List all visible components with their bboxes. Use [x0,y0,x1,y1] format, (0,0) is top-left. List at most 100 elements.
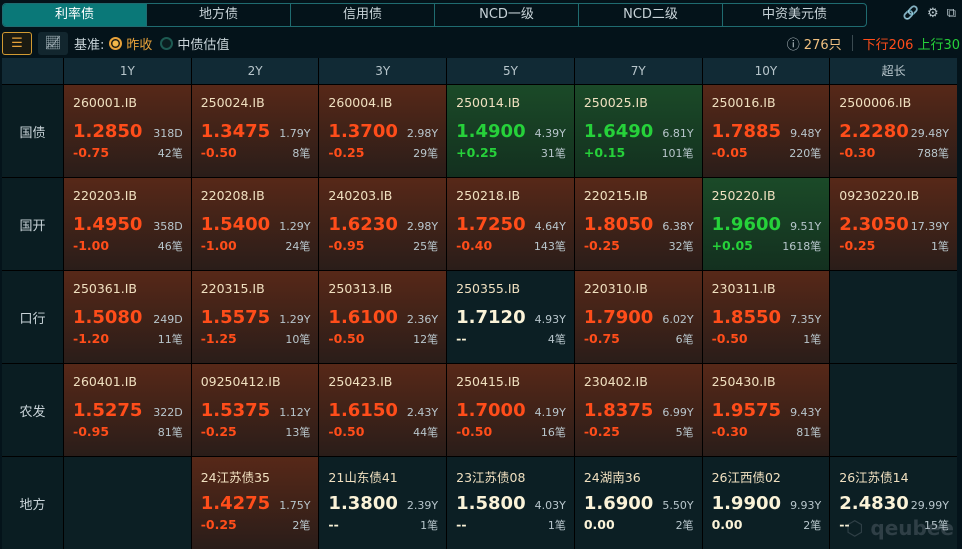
bond-cell[interactable]: 250016.IB 1.7885 9.48Y -0.05 220笔 [702,85,830,177]
tab-5[interactable]: 中资美元债 [761,7,827,22]
bond-change: +0.05 [711,238,753,253]
bond-cell[interactable]: 260004.IB 1.3700 2.98Y -0.25 29笔 [319,85,447,177]
bond-cell[interactable]: 250355.IB 1.7120 4.93Y -- 4笔 [447,271,574,363]
bond-cell[interactable]: 250313.IB 1.6100 2.36Y -0.50 12笔 [319,271,447,363]
row-label: 口行 [2,271,63,363]
trade-count: 1笔 [931,240,949,253]
bond-term: 29.99Y [910,499,949,512]
tab-1[interactable]: 地方债 [147,4,291,26]
yield-row: 1.6490 6.81Y [584,121,694,142]
bond-code: 250361.IB [73,281,137,296]
bond-cell[interactable]: 250025.IB 1.6490 6.81Y +0.15 101笔 [574,85,702,177]
bond-cell[interactable]: 250423.IB 1.6150 2.43Y -0.50 44笔 [319,364,447,456]
bond-cell[interactable]: 220215.IB 1.8050 6.38Y -0.25 32笔 [574,178,702,270]
bond-cell[interactable]: 21山东债41 1.3800 2.39Y -- 1笔 [319,457,447,549]
bond-term: 322D [153,406,183,419]
column-header[interactable]: 10Y [702,58,830,84]
link-icon[interactable]: 🔗 [902,6,920,21]
bond-cell[interactable]: 230311.IB 1.8550 7.35Y -0.50 1笔 [702,271,830,363]
bond-change: -0.75 [583,331,620,346]
bond-change: -0.50 [456,424,493,439]
bond-cell[interactable]: 2500006.IB 2.2280 29.48Y -0.30 788笔 [830,85,957,177]
column-header[interactable]: 5Y [447,58,574,84]
bond-change: -0.25 [200,517,237,532]
bond-cell[interactable]: 09230220.IB 2.3050 17.39Y -0.25 1笔 [830,178,957,270]
yield-row: 1.5575 1.29Y [201,307,311,328]
trade-count: 44笔 [413,426,439,439]
tab-2[interactable]: 信用债 [291,4,435,26]
bond-cell[interactable]: 240203.IB 1.6230 2.98Y -0.95 25笔 [319,178,447,270]
bond-cell[interactable]: 230402.IB 1.8375 6.99Y -0.25 5笔 [574,364,702,456]
yield-row: 1.9575 9.43Y [712,400,822,421]
bond-cell[interactable]: 24江苏债35 1.4275 1.75Y -0.25 2笔 [191,457,319,549]
list-icon: ☰ [11,35,23,51]
yield-row: 1.8550 7.35Y [712,307,822,328]
bond-change: -0.25 [200,424,237,439]
tab-4[interactable]: NCD二级 [579,4,723,26]
bond-cell[interactable]: 220208.IB 1.5400 1.29Y -1.00 24笔 [191,178,319,270]
bond-term: 249D [153,313,183,326]
list-view-button[interactable]: ☰ [2,31,32,55]
bond-change: -0.25 [583,238,620,253]
bond-cell[interactable]: 250415.IB 1.7000 4.19Y -0.50 16笔 [447,364,574,456]
bond-term: 29.48Y [910,127,949,140]
bond-cell[interactable]: 24湖南36 1.6900 5.50Y 0.00 2笔 [574,457,702,549]
bond-yield: 1.6230 [328,214,398,235]
category-tabs: 利率债 地方债 信用债 NCD一级 NCD二级 中资美元债 [2,3,867,27]
bond-cell[interactable]: 220310.IB 1.7900 6.02Y -0.75 6笔 [574,271,702,363]
bond-cell[interactable]: 23江苏债08 1.5800 4.03Y -- 1笔 [447,457,574,549]
bond-cell[interactable]: 26江苏债14 2.4830 29.99Y -- 15笔 [830,457,957,549]
radio-label: 昨收 [126,37,153,53]
external-open-icon[interactable]: ⧉ [946,6,956,21]
yield-row: 1.7250 4.64Y [456,214,566,235]
change-row: -0.50 12笔 [328,331,438,347]
trade-count: 15笔 [924,519,949,532]
radio-valuation[interactable]: 中债估值 [160,34,229,53]
bond-cell[interactable]: 220315.IB 1.5575 1.29Y -1.25 10笔 [191,271,319,363]
bond-yield: 1.5800 [456,493,526,514]
trade-count: 13笔 [285,426,311,439]
gear-icon[interactable]: ⚙ [927,6,939,21]
bond-cell[interactable]: 250014.IB 1.4900 4.39Y +0.25 31笔 [447,85,574,177]
bond-cell[interactable]: 260001.IB 1.2850 318D -0.75 42笔 [64,85,191,177]
bond-cell[interactable]: 26江西债02 1.9900 9.93Y 0.00 2笔 [702,457,830,549]
change-row: -- 1笔 [328,517,438,533]
yield-row: 1.8375 6.99Y [584,400,694,421]
bond-cell[interactable]: 260401.IB 1.5275 322D -0.95 81笔 [64,364,191,456]
trade-count: 42笔 [157,147,183,160]
bond-yield: 1.8550 [711,307,782,328]
tab-3[interactable]: NCD一级 [435,4,579,26]
yield-row: 1.8050 6.38Y [584,214,694,235]
column-header[interactable]: 1Y [64,58,191,84]
row-label: 国开 [2,178,63,270]
bond-code: 220315.IB [200,281,265,296]
bond-cell[interactable]: 220203.IB 1.4950 358D -1.00 46笔 [64,178,191,270]
tab-0[interactable]: 利率债 [3,4,147,26]
trade-count: 46笔 [157,240,183,253]
bond-code: 26江西债02 [711,470,781,485]
bond-yield: 1.7120 [456,307,526,328]
bond-cell[interactable]: 250430.IB 1.9575 9.43Y -0.30 81笔 [702,364,830,456]
column-header[interactable]: 3Y [319,58,447,84]
bond-yield: 1.6100 [328,307,398,328]
bond-term: 6.81Y [662,127,694,140]
bond-cell[interactable]: 250218.IB 1.7250 4.64Y -0.40 143笔 [447,178,574,270]
column-header[interactable]: 超长 [830,58,957,84]
radio-prev-close[interactable]: 昨收 [109,34,152,53]
column-header[interactable]: 7Y [574,58,702,84]
bond-change: -0.95 [328,238,365,253]
change-row: -- 1笔 [456,517,566,533]
bond-cell[interactable]: 250024.IB 1.3475 1.79Y -0.50 8笔 [191,85,319,177]
bond-yield: 1.4950 [73,214,143,235]
change-row: -0.95 25笔 [328,238,438,254]
bond-cell[interactable]: 250220.IB 1.9600 9.51Y +0.05 1618笔 [702,178,830,270]
change-row: -0.75 42笔 [73,145,183,161]
column-header[interactable]: 2Y [191,58,319,84]
bond-cell[interactable]: 09250412.IB 1.5375 1.12Y -0.25 13笔 [191,364,319,456]
chart-view-button[interactable]: 📈︎ [38,31,68,55]
bond-code: 230311.IB [711,281,776,296]
bond-cell[interactable]: 250361.IB 1.5080 249D -1.20 11笔 [64,271,191,363]
info-icon[interactable]: ⓘ [786,37,800,53]
bond-change: +0.15 [583,145,626,160]
bond-change: -1.00 [73,238,110,253]
